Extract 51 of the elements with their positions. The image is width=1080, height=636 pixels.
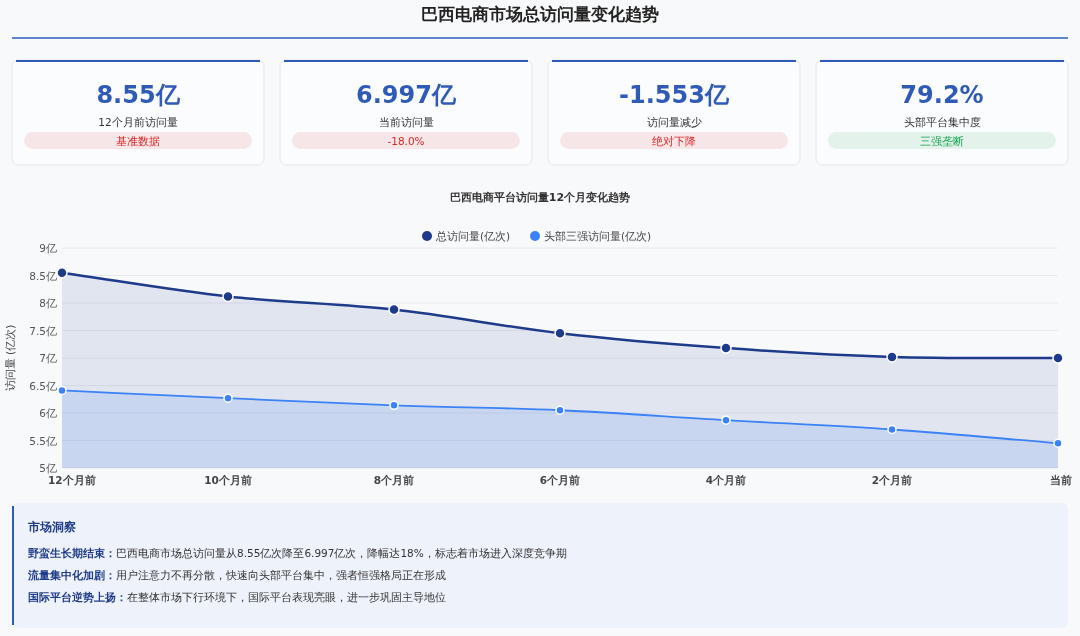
x-tick-label: 12个月前 [48,474,96,486]
text: 79.2% [900,81,984,109]
y-tick-label: 7.5亿 [29,324,57,337]
y-tick-label: 5亿 [39,462,57,474]
x-tick-label: 8个月前 [373,474,415,486]
point [887,424,897,435]
point [886,351,898,363]
y-tick-label: 7亿 [39,352,57,364]
text: -1.553亿 [619,81,730,109]
text: 12个月前访问量 [98,116,178,128]
y-axis-title: 访问量 (亿次) [4,324,16,392]
text: 野蛮生长期结束：巴西电商市场总访问量从8.55亿次降至6.997亿次，降幅达18%，标志着市场进入深度竞争期 [28,547,567,560]
text: 头部平台集中度 [903,116,981,128]
y-tick-label: 6.5亿 [29,379,57,392]
point [1053,438,1063,448]
point [389,400,399,411]
x-tick-label: 6个月前 [539,474,581,486]
text: 访问量减少 [646,116,702,128]
y-tick-label: 9亿 [39,242,57,254]
legend-label: 头部三强访问量(亿次) [544,230,652,242]
text: 绝对下降 [652,134,696,147]
point [223,393,233,403]
text: 基准数据 [116,134,160,147]
chart-title: 巴西电商平台访问量12个月变化趋势 [449,191,631,204]
text: 当前访问量 [378,116,434,128]
x-tick-label: 当前 [1050,474,1072,486]
text: -18.0% [387,134,425,147]
point [554,327,566,339]
text: 8.55亿 [96,81,181,109]
x-tick-label: 2个月前 [871,474,913,486]
y-tick-label: 5.5亿 [29,434,57,447]
text: 流量集中化加剧：用户注意力不再分散，快速向头部平台集中，强者恒强格局正在形成 [27,569,446,581]
point [1052,352,1064,364]
point [57,385,67,396]
y-tick-label: 8亿 [39,297,57,309]
x-tick-label: 10个月前 [204,474,252,486]
point [388,303,400,316]
point [555,405,565,415]
point [222,290,234,303]
legend-label: 总访问量(亿次) [435,230,511,242]
y-tick-label: 6亿 [39,407,57,419]
y-tick-label: 8.5亿 [29,269,57,282]
point [56,267,68,279]
text: 巴西电商市场总访问量变化趋势 [421,4,659,24]
text: 市场洞察 [27,520,76,534]
text: 三强垄断 [920,134,964,147]
x-tick-label: 4个月前 [705,474,747,486]
text: 国际平台逆势上扬：在整体市场下行环境下，国际平台表现亮眼，进一步巩固主导地位 [28,591,446,603]
point [720,342,732,354]
point [721,415,731,425]
text: 6.997亿 [356,81,457,109]
